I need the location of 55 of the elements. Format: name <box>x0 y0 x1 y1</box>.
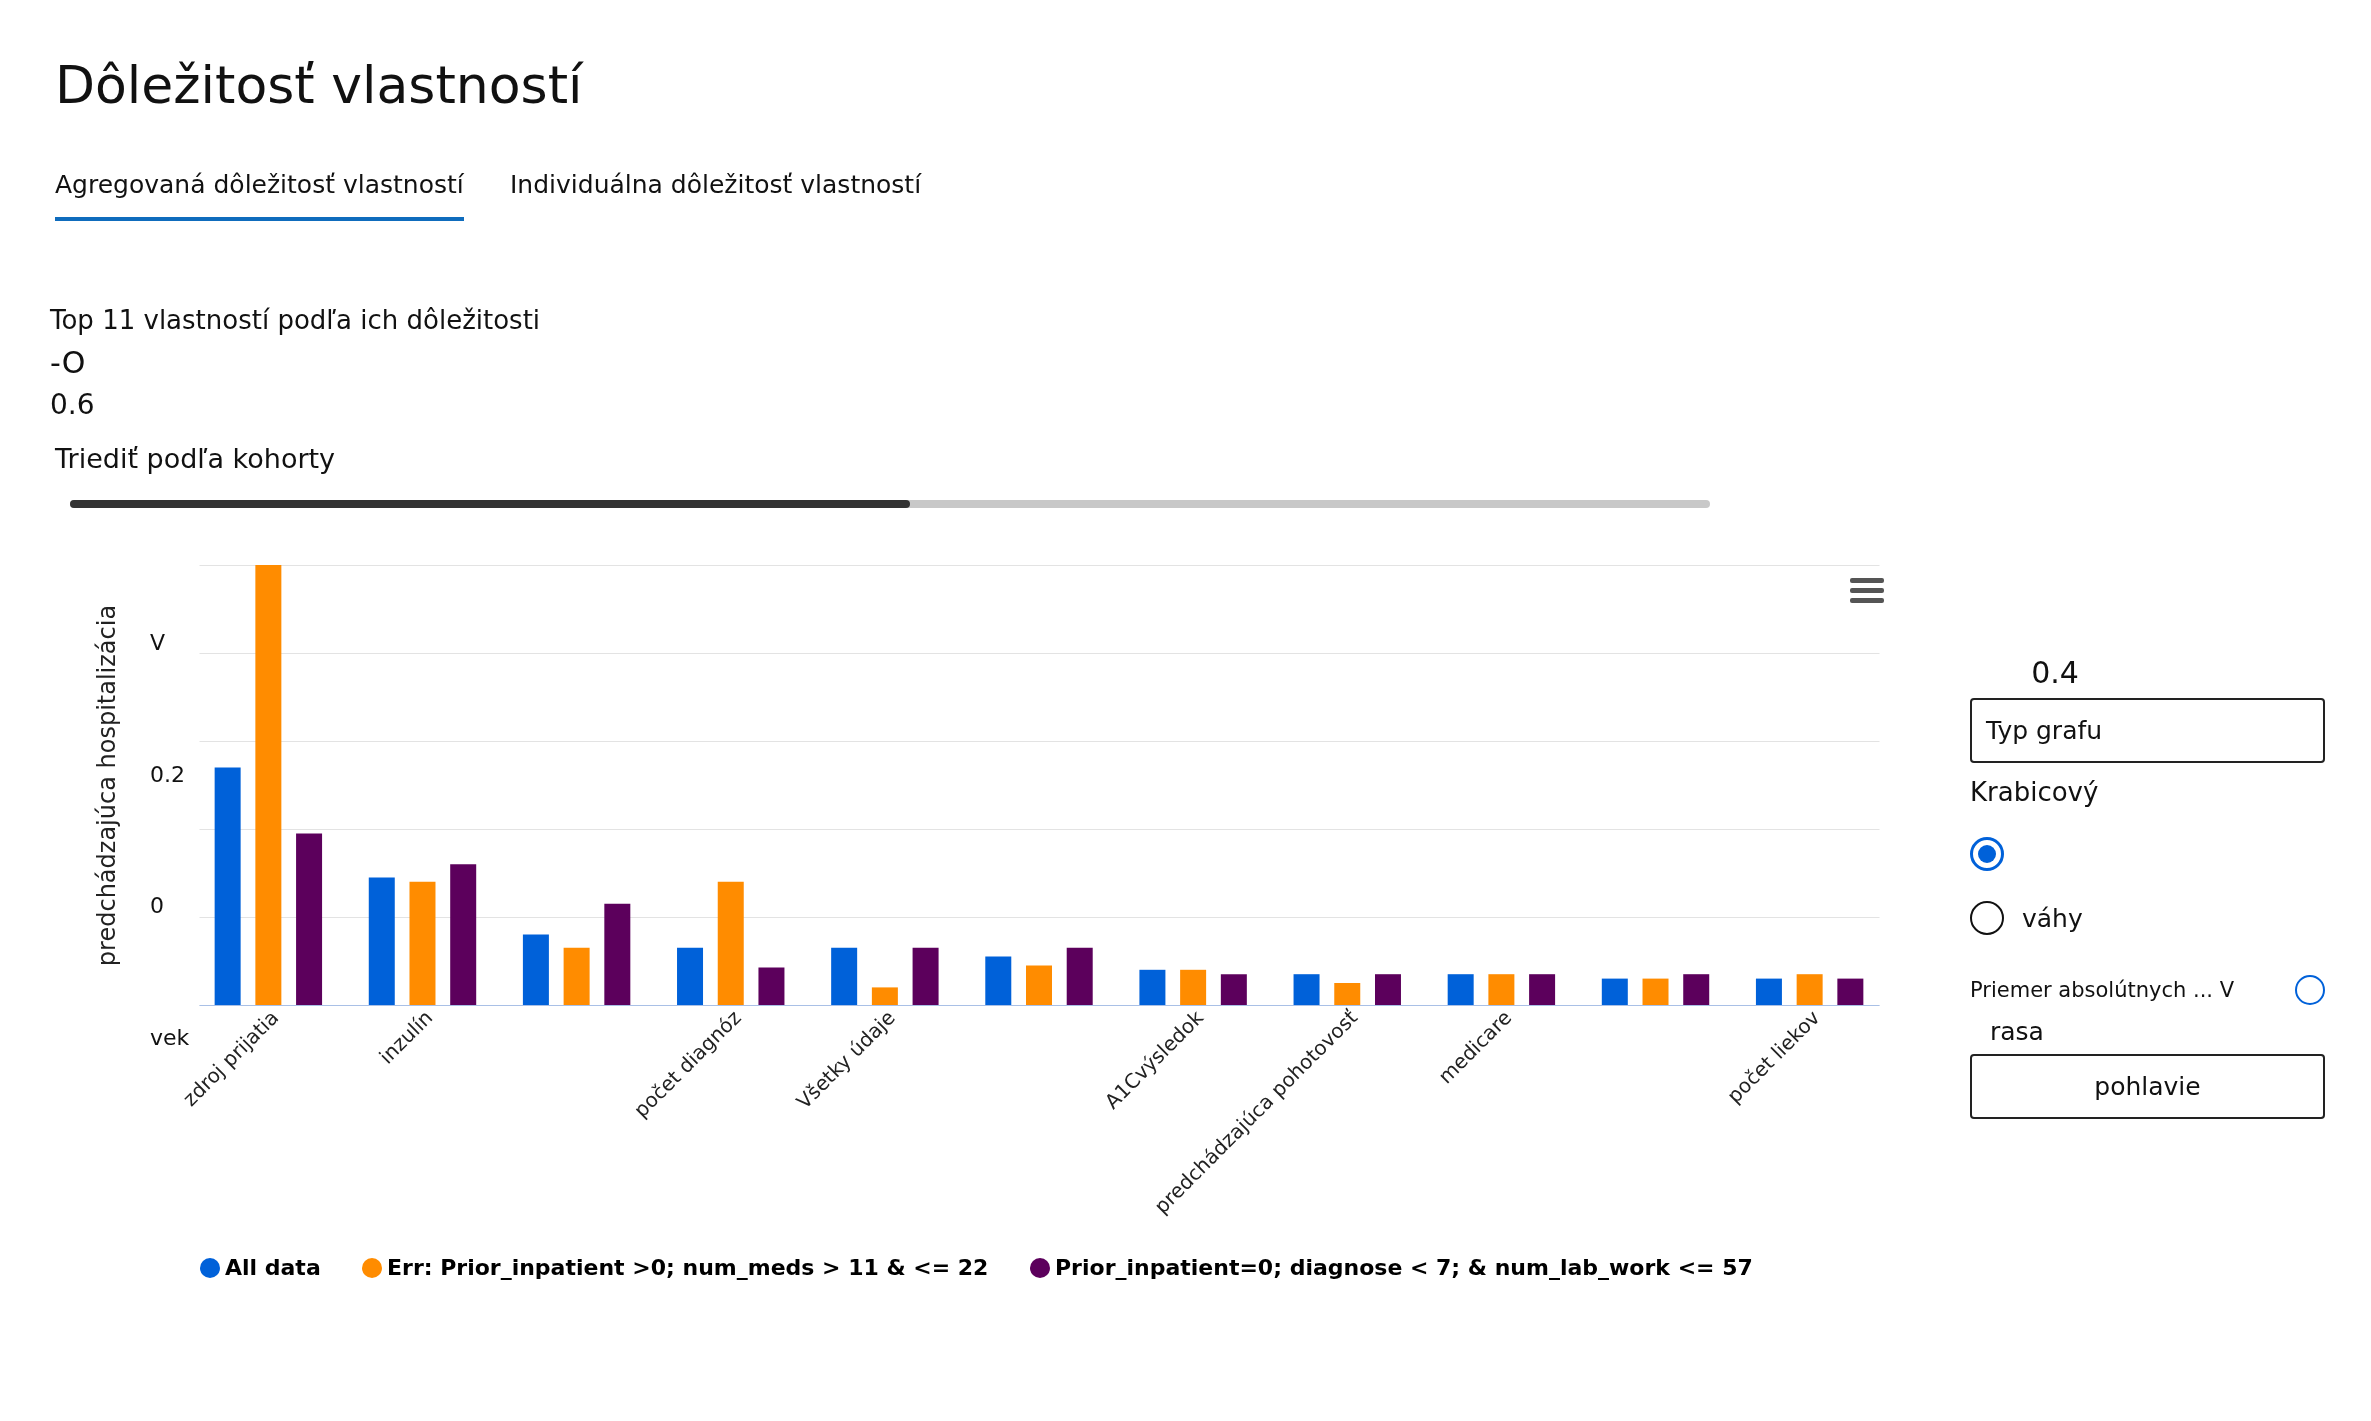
bar <box>214 767 241 1005</box>
bar <box>1642 978 1669 1005</box>
bar <box>1374 974 1401 1005</box>
bar <box>409 881 436 1005</box>
text: V <box>150 630 167 655</box>
bar <box>912 947 939 1005</box>
bar <box>1601 978 1628 1005</box>
text: Priemer absolútnych ... V <box>1970 978 2235 1002</box>
text: váhy <box>2022 903 2083 933</box>
text: Agregovaná dôležitosť vlastností <box>55 170 464 221</box>
bar <box>368 877 395 1005</box>
y-axis-title: predchádzajúca hospitalizácia <box>92 604 121 967</box>
bar <box>1066 947 1093 1005</box>
bar <box>1139 969 1166 1005</box>
legend-label: All data <box>225 1255 321 1280</box>
text: Triediť podľa kohorty <box>55 443 336 474</box>
text: Typ grafu <box>1970 698 2325 763</box>
bar <box>677 947 704 1005</box>
text: 0 <box>150 893 165 919</box>
legend-label: Prior_inpatient=0; diagnose < 7; & num_lab_work <= 57 <box>1055 1255 1753 1280</box>
bar <box>758 967 785 1005</box>
bar <box>831 947 858 1005</box>
bar <box>1796 974 1823 1005</box>
bar <box>1220 974 1247 1005</box>
bar <box>296 833 323 1005</box>
bar <box>1334 983 1361 1005</box>
text: 0.2 <box>150 761 186 787</box>
text: 0.4 <box>2030 655 2080 690</box>
bar <box>255 565 282 1005</box>
bar <box>522 934 549 1005</box>
text: 0.6 <box>50 388 95 421</box>
bar <box>563 947 590 1005</box>
text: vek <box>150 1024 190 1050</box>
bar <box>1447 974 1474 1005</box>
bar <box>450 864 477 1005</box>
text: pohlavie <box>1970 1054 2325 1119</box>
text: -O <box>50 345 86 380</box>
bar <box>1837 978 1864 1005</box>
bar <box>1293 974 1320 1005</box>
bar <box>717 881 744 1005</box>
bar <box>604 903 631 1005</box>
bar <box>1683 974 1710 1005</box>
bar <box>871 987 898 1005</box>
bar <box>1180 969 1207 1005</box>
bar <box>1026 965 1052 1005</box>
chart-title: Dôležitosť vlastností <box>55 55 583 115</box>
text: rasa <box>1990 1017 2045 1046</box>
legend-label: Err: Prior_inpatient >0; num_meds > 11 & <= 22 <box>387 1255 989 1280</box>
text: Individuálna dôležitosť vlastností <box>510 170 922 199</box>
chart-subtitle: Top 11 vlastností podľa ich dôležitosti <box>50 305 541 335</box>
text: Krabicový <box>1970 777 2100 807</box>
bar <box>1529 974 1556 1005</box>
bar <box>985 956 1012 1005</box>
bar <box>1488 974 1515 1005</box>
bar <box>1755 978 1782 1005</box>
